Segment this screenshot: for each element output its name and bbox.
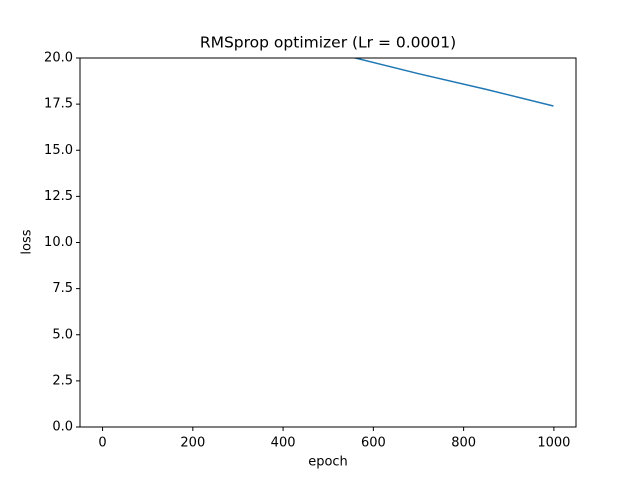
x-tick-label: 1000 xyxy=(537,436,570,451)
x-tick-label: 400 xyxy=(271,436,296,451)
x-tick-label: 0 xyxy=(98,436,106,451)
x-tick-label: 200 xyxy=(180,436,205,451)
x-axis-label: epoch xyxy=(308,455,348,470)
y-tick-label: 5.0 xyxy=(52,327,73,342)
line-series xyxy=(352,58,554,107)
y-tick-label: 20.0 xyxy=(44,51,73,66)
y-tick-label: 7.5 xyxy=(52,281,73,296)
y-tick-label: 10.0 xyxy=(44,235,73,250)
y-tick-label: 0.0 xyxy=(52,420,73,435)
y-axis-label: loss xyxy=(20,229,35,254)
y-tick-label: 15.0 xyxy=(44,143,73,158)
y-tick-label: 17.5 xyxy=(44,97,73,112)
x-tick-label: 600 xyxy=(361,436,386,451)
y-tick-label: 2.5 xyxy=(52,373,73,388)
axes-frame xyxy=(79,57,577,428)
chart-title: RMSprop optimizer (Lr = 0.0001) xyxy=(200,34,456,52)
plot-area xyxy=(352,58,554,107)
x-tick-label: 800 xyxy=(451,436,476,451)
y-tick-label: 12.5 xyxy=(44,189,73,204)
